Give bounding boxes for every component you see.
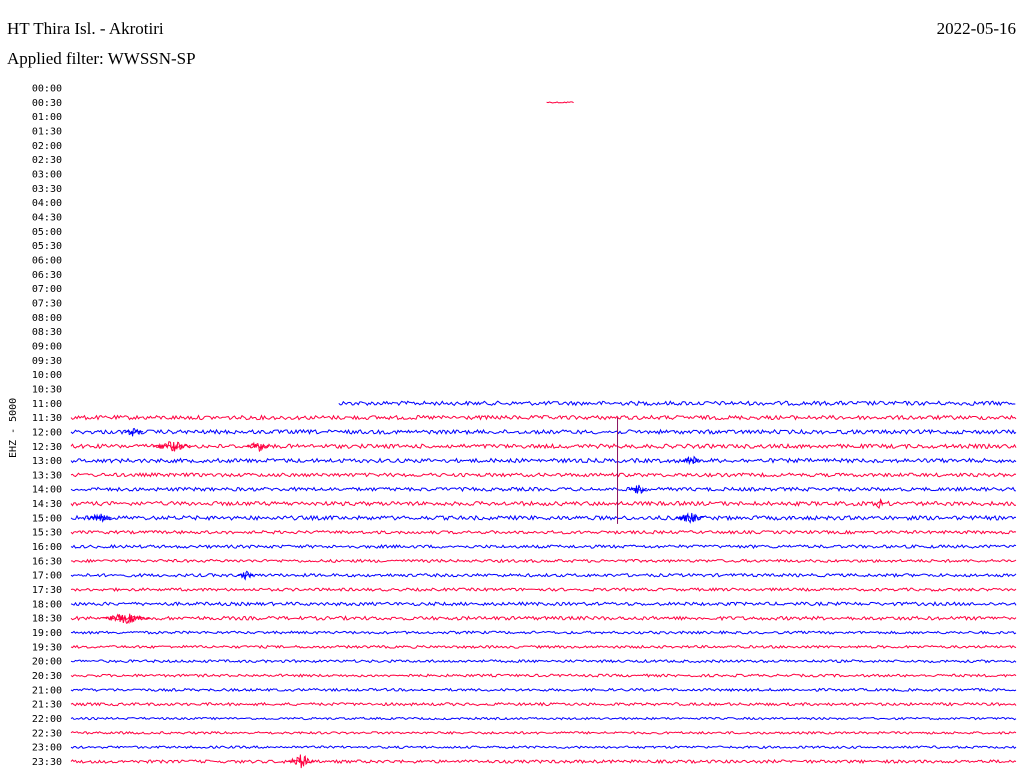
trace-burst bbox=[681, 455, 701, 466]
y-tick-label: 15:30 bbox=[32, 528, 62, 539]
y-tick-label: 14:30 bbox=[32, 499, 62, 510]
y-tick-label: 10:30 bbox=[32, 384, 62, 395]
trace-line bbox=[70, 486, 1017, 493]
y-tick-label: 13:00 bbox=[32, 456, 62, 467]
trace-line bbox=[70, 514, 1017, 522]
trace-line bbox=[70, 442, 1017, 450]
y-tick-label: 12:30 bbox=[32, 442, 62, 453]
y-tick-label: 19:30 bbox=[32, 642, 62, 653]
y-tick-label: 02:30 bbox=[32, 155, 62, 166]
y-tick-label: 04:30 bbox=[32, 212, 62, 223]
trace-burst bbox=[152, 441, 191, 452]
y-tick-label: 00:30 bbox=[32, 98, 62, 109]
trace-line bbox=[70, 544, 1017, 550]
y-tick-label: 19:00 bbox=[32, 628, 62, 639]
y-tick-label: 17:30 bbox=[32, 585, 62, 596]
trace-burst bbox=[247, 441, 270, 453]
trace-line bbox=[70, 659, 1017, 664]
trace-line bbox=[70, 529, 1017, 535]
trace-line bbox=[70, 414, 1017, 421]
trace-line bbox=[70, 615, 1017, 622]
y-tick-label: 22:00 bbox=[32, 714, 62, 725]
y-tick-label: 10:00 bbox=[32, 370, 62, 381]
y-tick-label: 05:30 bbox=[32, 241, 62, 252]
trace-line bbox=[70, 701, 1017, 707]
y-tick-label: 11:30 bbox=[32, 413, 62, 424]
y-tick-label: 03:30 bbox=[32, 184, 62, 195]
trace-line bbox=[70, 558, 1017, 564]
trace-line bbox=[70, 687, 1017, 693]
y-tick-label: 04:00 bbox=[32, 198, 62, 209]
y-tick-label: 23:30 bbox=[32, 757, 62, 768]
trace-line bbox=[70, 745, 1017, 750]
y-tick-label: 09:00 bbox=[32, 341, 62, 352]
y-tick-label: 22:30 bbox=[32, 728, 62, 739]
trace-line bbox=[70, 472, 1017, 478]
y-tick-label: 16:30 bbox=[32, 556, 62, 567]
y-tick-label: 12:00 bbox=[32, 427, 62, 438]
y-tick-label: 07:00 bbox=[32, 284, 62, 295]
seismic-traces bbox=[70, 101, 1017, 769]
y-tick-label: 09:30 bbox=[32, 356, 62, 367]
trace-line bbox=[70, 630, 1017, 635]
trace-line bbox=[70, 457, 1017, 464]
trace-burst bbox=[288, 754, 314, 769]
trace-line bbox=[70, 730, 1017, 735]
trace-line bbox=[70, 572, 1017, 578]
trace-burst bbox=[675, 512, 704, 524]
trace-line bbox=[70, 428, 1017, 436]
y-tick-label: 20:00 bbox=[32, 657, 62, 668]
y-tick-label: 08:00 bbox=[32, 313, 62, 324]
y-tick-label: 23:00 bbox=[32, 743, 62, 754]
y-tick-label: 17:00 bbox=[32, 571, 62, 582]
trace-burst bbox=[86, 513, 112, 523]
trace-burst bbox=[124, 427, 144, 437]
trace-line bbox=[70, 644, 1017, 649]
trace-line bbox=[70, 500, 1017, 507]
trace-line bbox=[70, 759, 1017, 765]
trace-line bbox=[70, 673, 1017, 678]
y-tick-label: 21:30 bbox=[32, 700, 62, 711]
y-tick-label: 00:00 bbox=[32, 84, 62, 95]
y-tick-label: 01:30 bbox=[32, 126, 62, 137]
y-tick-labels: 00:00 00:30 01:00 01:30 02:00 02:30 03:00 03:30… bbox=[32, 84, 62, 769]
y-tick-label: 02:00 bbox=[32, 141, 62, 152]
station-title: HT Thira Isl. - Akrotiri bbox=[7, 19, 164, 38]
y-tick-label: 18:00 bbox=[32, 599, 62, 610]
trace-burst bbox=[873, 498, 884, 509]
trace-burst bbox=[102, 613, 150, 625]
y-tick-label: 21:00 bbox=[32, 685, 62, 696]
trace-burst bbox=[237, 570, 254, 581]
y-tick-label: 05:00 bbox=[32, 227, 62, 238]
y-tick-label: 20:30 bbox=[32, 671, 62, 682]
y-tick-label: 03:00 bbox=[32, 169, 62, 180]
trace-line bbox=[70, 601, 1017, 607]
y-tick-label: 08:30 bbox=[32, 327, 62, 338]
y-tick-label: 13:30 bbox=[32, 470, 62, 481]
y-tick-label: 01:00 bbox=[32, 112, 62, 123]
channel-label: EHZ - 5000 bbox=[8, 398, 19, 458]
y-tick-label: 06:00 bbox=[32, 255, 62, 266]
y-tick-label: 11:00 bbox=[32, 399, 62, 410]
trace-line bbox=[546, 101, 574, 104]
record-date: 2022-05-16 bbox=[936, 19, 1016, 38]
trace-line bbox=[338, 400, 1016, 407]
y-tick-label: 06:30 bbox=[32, 270, 62, 281]
y-tick-label: 07:30 bbox=[32, 298, 62, 309]
y-tick-label: 16:00 bbox=[32, 542, 62, 553]
trace-burst bbox=[628, 484, 648, 494]
y-tick-label: 15:00 bbox=[32, 513, 62, 524]
trace-line bbox=[70, 716, 1017, 721]
y-tick-label: 18:30 bbox=[32, 614, 62, 625]
trace-line bbox=[70, 587, 1017, 592]
y-tick-label: 14:00 bbox=[32, 485, 62, 496]
filter-label: Applied filter: WWSSN-SP bbox=[7, 49, 196, 68]
